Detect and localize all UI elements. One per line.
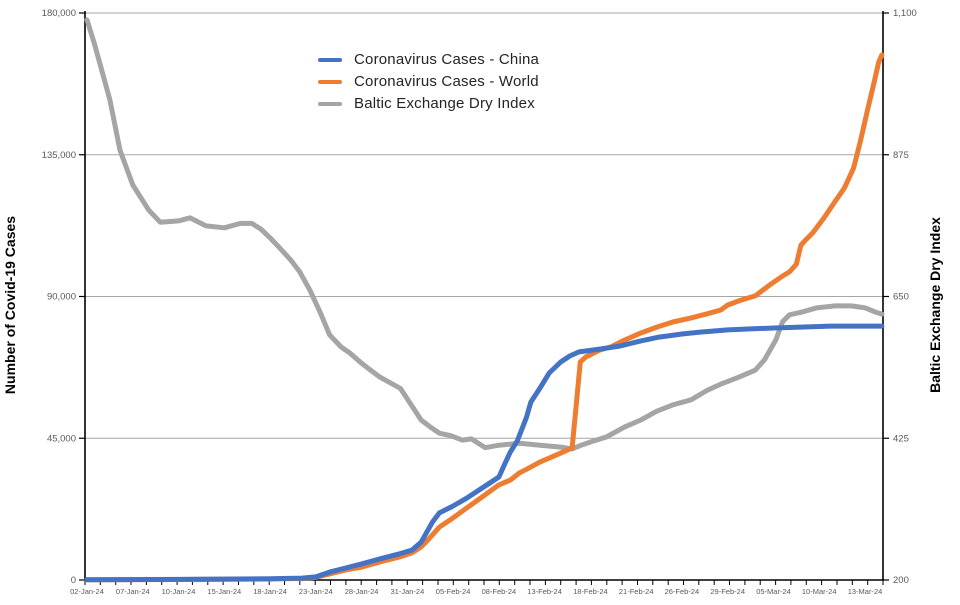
left-axis-tick-label: 180,000 [42, 8, 76, 19]
x-axis-tick-label: 10-Jan-24 [162, 587, 196, 596]
x-axis-tick-label: 31-Jan-24 [391, 587, 425, 596]
x-axis-tick-label: 23-Jan-24 [299, 587, 333, 596]
left-axis-tick-label: 45,000 [47, 433, 76, 444]
x-axis-tick-label: 26-Feb-24 [665, 587, 700, 596]
x-axis-tick-label: 18-Feb-24 [573, 587, 608, 596]
legend-item-china: Coronavirus Cases - China [318, 49, 539, 70]
legend-label-china: Coronavirus Cases - China [354, 51, 540, 68]
x-axis-tick-label: 10-Mar-24 [802, 587, 837, 596]
x-axis-tick-label: 05-Mar-24 [756, 587, 791, 596]
right-axis-tick-label: 875 [893, 150, 909, 161]
x-axis-tick-label: 05-Feb-24 [436, 587, 471, 596]
series-line-baltic-exchange-dry-index [84, 17, 885, 452]
right-axis-tick-label: 650 [893, 292, 909, 303]
chart-legend: Coronavirus Cases - China Coronavirus Ca… [318, 49, 539, 114]
x-axis-tick-label: 29-Feb-24 [710, 587, 745, 596]
legend-label-bdi: Baltic Exchange Dry Index [354, 95, 535, 112]
left-axis-title: Number of Covid-19 Cases [2, 215, 18, 395]
x-axis-tick-label: 21-Feb-24 [619, 587, 654, 596]
right-axis-title: Baltic Exchange Dry Index [927, 217, 943, 393]
x-axis-tick-label: 28-Jan-24 [345, 587, 379, 596]
x-axis-tick-label: 13-Feb-24 [527, 587, 562, 596]
series-line-coronavirus-cases-china [84, 323, 885, 583]
x-axis-tick-label: 13-Mar-24 [848, 587, 883, 596]
right-axis-tick-label: 1,100 [893, 8, 917, 19]
legend-item-world: Coronavirus Cases - World [318, 71, 539, 92]
series-line-coronavirus-cases-world [84, 52, 885, 583]
x-axis-tick-label: 08-Feb-24 [482, 587, 517, 596]
x-axis-tick-label: 07-Jan-24 [116, 587, 150, 596]
left-axis-tick-label: 90,000 [47, 292, 76, 303]
legend-item-bdi: Baltic Exchange Dry Index [318, 93, 539, 114]
right-axis-tick-label: 200 [893, 575, 909, 586]
x-axis-tick-label: 18-Jan-24 [253, 587, 287, 596]
bdi-series-swatch-icon [318, 101, 342, 106]
world-series-swatch-icon [318, 79, 342, 84]
china-series-swatch-icon [318, 57, 342, 62]
left-axis-tick-label: 135,000 [42, 150, 76, 161]
right-axis-tick-label: 425 [893, 433, 909, 444]
legend-label-world: Coronavirus Cases - World [354, 73, 539, 90]
x-axis-tick-label: 02-Jan-24 [70, 587, 104, 596]
x-axis-tick-label: 15-Jan-24 [207, 587, 241, 596]
left-axis-tick-label: 0 [71, 575, 76, 586]
